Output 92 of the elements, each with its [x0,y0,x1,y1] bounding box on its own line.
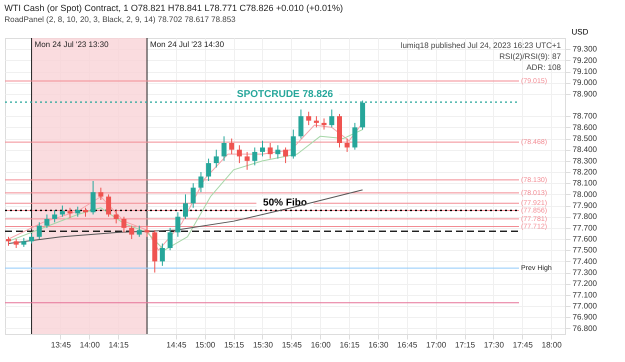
y-tick-label: 78.000 [572,190,598,199]
annotation: RSI(2)/RSI(9): 87 [499,52,562,61]
y-tick-label: 77.100 [572,290,598,300]
candlestick [36,222,42,240]
x-tick-label: 17:15 [455,340,476,350]
y-tick-label: 77.900 [572,201,598,210]
x-tick-label: 16:00 [310,340,332,350]
candlestick [314,116,319,128]
candlestick [236,144,242,164]
x-tick-label: 15:45 [282,340,302,350]
candlestick [268,142,273,160]
y-tick-label: 77.400 [572,256,598,266]
y-tick-label: 79.100 [572,67,598,76]
y-tick-label: 78.300 [572,156,598,166]
y-tick-label: 77.700 [572,223,598,232]
y-tick-label: 78.600 [572,122,598,132]
candlestick [44,214,50,228]
candlestick [329,108,334,128]
y-tick-label: 78.400 [572,145,598,154]
y-tick-label: 78.900 [572,89,598,98]
candlestick [121,216,126,233]
y-tick-label: 79.300 [572,44,598,54]
y-tick-label: 76.900 [572,312,598,322]
x-tick-label: 17:00 [426,340,447,350]
x-tick-label: 13:45 [50,340,72,350]
candlestick [75,206,80,218]
candlestick [252,146,258,166]
x-tick-label: 16:45 [397,340,418,350]
candlestick [214,149,219,168]
y-tick-label: 78.200 [572,168,598,177]
x-tick-label: 17:45 [512,340,534,350]
candlestick [283,146,288,164]
candlestick [298,108,304,140]
candlestick [260,140,265,157]
candlestick [144,225,150,238]
candlestick [160,243,165,266]
candlestick [290,129,296,160]
candlestick [98,187,104,200]
x-tick-label: 18:00 [542,340,562,350]
candlestick [344,138,350,152]
y-tick-label: 78.700 [572,112,598,121]
candlestick [206,158,212,182]
x-tick-label: 16:30 [368,340,390,350]
annotation: ADR: 108 [526,63,562,72]
y-tick-label: 78.500 [572,134,598,144]
ref-line-label: SPOTCRUDE 78.826 [236,89,334,100]
y-tick-label: 77.600 [572,234,598,244]
x-tick-label: 14:15 [108,340,130,350]
chart-subtitle: RoadPanel (2, 8, 10, 20, 3, Black, 2, 9, 14) 78.702 78.617 78.853 [4,15,236,24]
y-tick-label: 77.500 [572,246,598,255]
x-tick-label: 16:15 [340,340,360,350]
candlestick [129,225,134,240]
candlestick [198,172,204,193]
x-tick-label: 15:30 [252,340,274,350]
candlestick [29,232,34,244]
y-tick-label: 78.100 [572,178,598,188]
candlestick [275,144,280,160]
candlestick [244,151,250,170]
candlestick [306,111,312,126]
candlestick [222,136,227,162]
candlestick [60,205,65,218]
candlestick [352,122,358,150]
chart-title: WTI Cash (or Spot) Contract, 1 O78.821 H78.841 L78.771 C78.826 +0.010 (+0.01%) [4,3,344,13]
ref-line-label: 50% Fibo [263,197,307,208]
x-tick-label: 17:30 [484,340,504,350]
y-tick-label: 77.000 [572,302,598,311]
x-tick-label: 15:15 [224,340,245,350]
y-tick-label: 77.800 [572,212,598,222]
ref-line-label: Mon 24 Jul '23 13:30 [34,40,110,49]
candlestick [68,207,73,218]
candlestick [229,138,234,155]
x-tick-label: 14:45 [166,340,187,350]
candlestick [106,194,112,218]
candlestick [175,212,180,238]
candlestick [190,182,196,208]
y-tick-label: 77.300 [572,268,598,278]
y-axis-title: USD [572,28,589,36]
y-tick-label: 79.000 [572,78,598,88]
candlestick [114,210,119,224]
x-tick-label: 14:00 [80,340,100,350]
y-tick-label: 76.800 [572,324,598,333]
line-series [8,189,364,244]
candlestick [52,210,58,223]
candlestick [168,227,173,251]
annotation: lumiq18 published Jul 24, 2023 16:23 UTC+1 [400,41,562,50]
candlestick [136,225,142,238]
candlestick [90,180,96,215]
candlestick [182,194,188,220]
y-tick-label: 79.200 [572,56,598,65]
y-tick-label: 77.200 [572,279,598,288]
x-tick-label: 15:00 [195,340,216,350]
ref-line-label: Mon 24 Jul '23 14:30 [150,40,225,49]
